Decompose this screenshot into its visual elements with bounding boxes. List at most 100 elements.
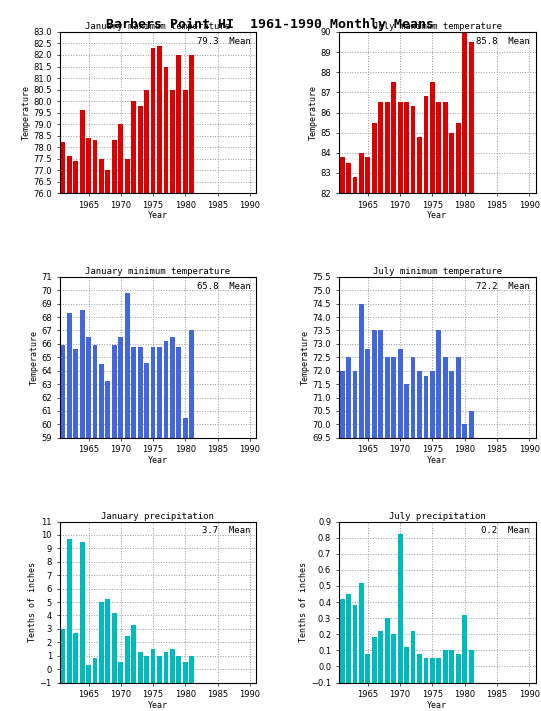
Bar [450,651,454,683]
Bar [437,658,441,683]
Bar [462,615,467,683]
Bar [385,102,390,193]
Bar [372,122,377,193]
Bar [138,346,143,438]
Y-axis label: Temperature: Temperature [309,85,318,140]
Bar [411,107,415,193]
Bar [170,337,175,438]
Title: July minimum temperature: July minimum temperature [373,267,502,276]
Bar [456,357,460,438]
Title: January maximum temperature: January maximum temperature [85,22,230,31]
Bar [443,102,448,193]
Bar [93,140,97,193]
Bar [404,102,409,193]
Bar [462,32,467,193]
Bar [157,656,162,683]
Bar [437,102,441,193]
Bar [346,357,351,438]
Bar [60,629,65,683]
Bar [469,651,473,683]
Bar [163,341,168,438]
Bar [176,656,181,683]
Bar [183,417,188,438]
Bar [366,653,370,683]
Text: 0.2  Mean: 0.2 Mean [481,526,530,535]
Bar [378,102,383,193]
Bar [424,376,428,438]
Bar [93,658,97,683]
X-axis label: Year: Year [427,211,447,220]
Bar [443,651,448,683]
Bar [366,157,370,193]
Bar [163,652,168,683]
Bar [404,647,409,683]
Bar [60,346,65,438]
Bar [430,82,435,193]
Text: 85.8  Mean: 85.8 Mean [476,37,530,46]
Bar [118,124,123,193]
Bar [385,618,390,683]
Bar [157,46,162,193]
Bar [86,665,91,683]
X-axis label: Year: Year [148,700,168,710]
Bar [189,331,194,438]
Bar [353,370,358,438]
Bar [424,97,428,193]
Bar [170,649,175,683]
Bar [359,153,364,193]
Bar [60,142,65,193]
Bar [144,90,149,193]
Title: January minimum temperature: January minimum temperature [85,267,230,276]
Bar [99,602,104,683]
Bar [125,293,130,438]
Bar [385,357,390,438]
Bar [112,140,117,193]
Y-axis label: Temperature: Temperature [22,85,30,140]
Bar [378,631,383,683]
Bar [398,102,403,193]
Bar [118,663,123,683]
Bar [424,658,428,683]
Bar [404,384,409,438]
Bar [183,90,188,193]
Bar [125,159,130,193]
Bar [73,349,78,438]
Bar [157,346,162,438]
Bar [131,101,136,193]
Bar [144,656,149,683]
Bar [469,411,473,438]
Bar [417,653,422,683]
Bar [125,636,130,683]
Bar [150,48,155,193]
Bar [105,599,110,683]
Bar [189,656,194,683]
Bar [437,331,441,438]
X-axis label: Year: Year [148,456,168,465]
Y-axis label: Tenths of inches: Tenths of inches [299,562,308,642]
Bar [372,638,377,683]
Bar [99,364,104,438]
Bar [86,337,91,438]
Bar [131,625,136,683]
Bar [189,55,194,193]
Bar [163,67,168,193]
Bar [450,133,454,193]
Bar [112,613,117,683]
Bar [353,177,358,193]
Bar [67,313,71,438]
Bar [346,163,351,193]
Bar [456,122,460,193]
Bar [359,304,364,438]
Title: July precipitation: July precipitation [389,512,486,520]
Bar [411,631,415,683]
Text: 72.2  Mean: 72.2 Mean [476,282,530,291]
Bar [150,346,155,438]
Bar [80,542,84,683]
Bar [346,594,351,683]
Bar [73,633,78,683]
Bar [340,370,345,438]
Bar [138,106,143,193]
Bar [138,652,143,683]
Bar [340,599,345,683]
Bar [450,370,454,438]
